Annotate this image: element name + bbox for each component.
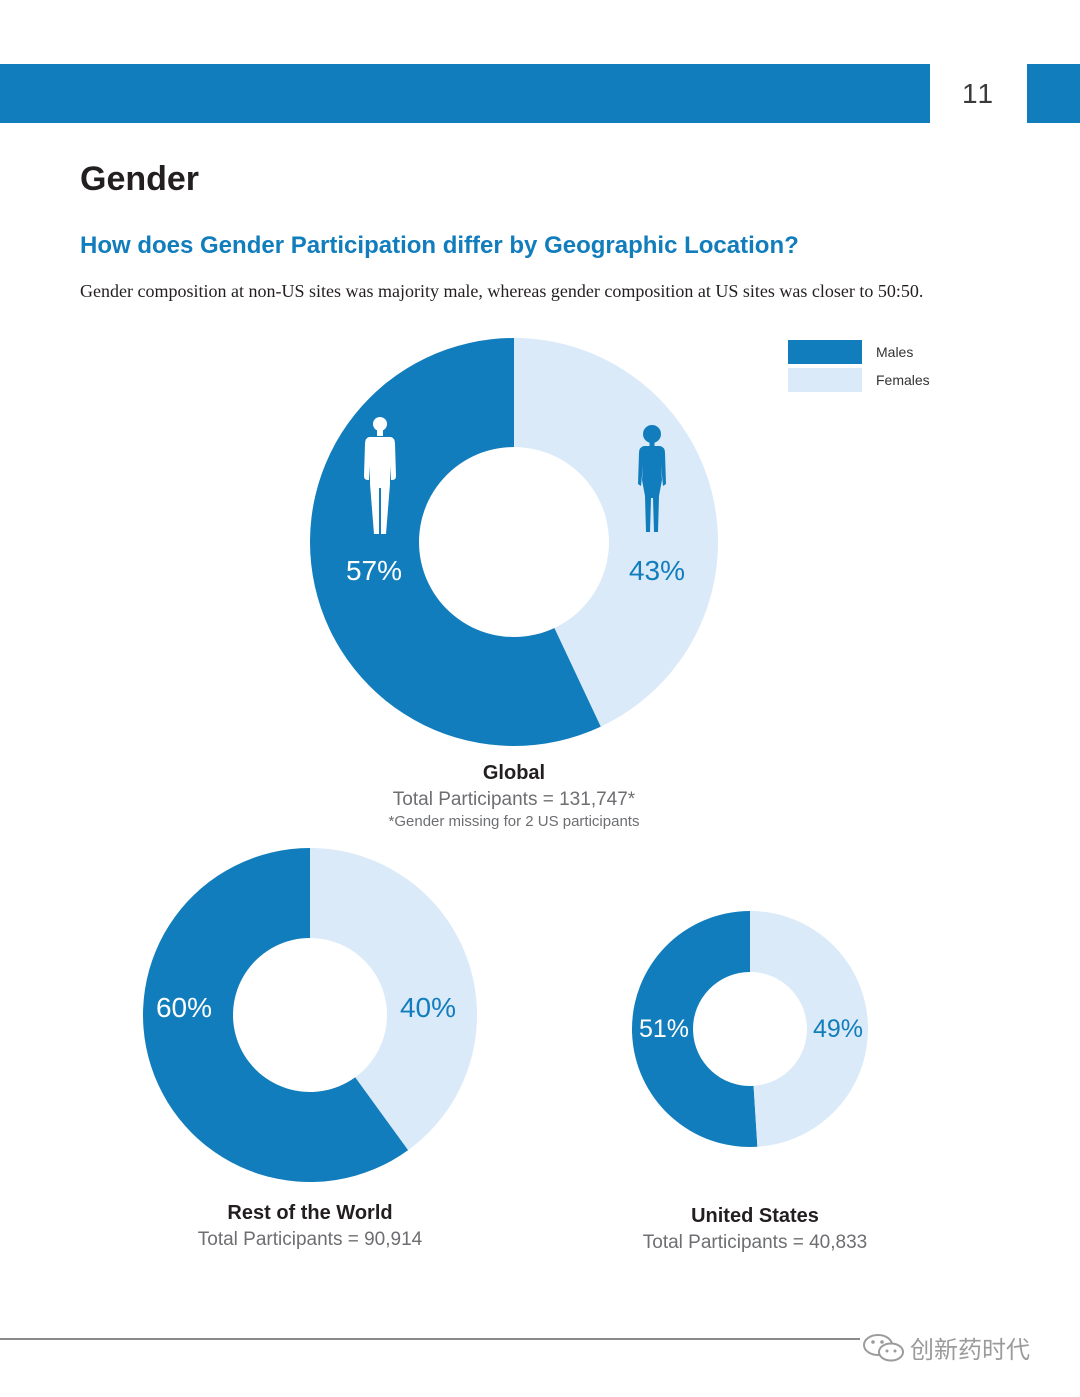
caption-title-united-states: United States — [691, 1205, 819, 1227]
caption-note-global: *Gender missing for 2 US participants — [388, 813, 640, 830]
slice-females-united-states — [750, 911, 868, 1147]
caption-total-united-states: Total Participants = 40,833 — [642, 1232, 868, 1253]
header-band-right — [1027, 64, 1080, 123]
section-title: Gender — [80, 160, 200, 198]
legend-item-females: Females — [788, 366, 930, 394]
male-figure-icon — [364, 417, 396, 534]
donut-chart-united-states: 51% 49% — [631, 911, 868, 1147]
donut-chart-rest-of-world: 60% 40% — [143, 848, 477, 1182]
header-band-left — [0, 64, 930, 123]
pct-label-males-rest-of-world: 60% — [156, 992, 212, 1023]
page-number: 11 — [961, 78, 996, 109]
legend-label-males: Males — [876, 344, 914, 360]
slice-females-rest-of-world — [310, 848, 477, 1151]
caption-rest-of-world: Rest of the World Total Participants = 9… — [110, 1202, 510, 1251]
caption-total-rest-of-world: Total Participants = 90,914 — [197, 1229, 423, 1250]
watermark: 创新药时代 — [862, 1330, 1030, 1365]
legend-label-females: Females — [876, 372, 930, 388]
watermark-text: 创新药时代 — [910, 1337, 1030, 1364]
female-figure-icon — [638, 425, 666, 532]
pct-label-males-global: 57% — [346, 555, 402, 586]
footer-rule — [0, 1338, 860, 1340]
slice-males-united-states — [631, 911, 758, 1147]
question-heading: How does Gender Participation differ by … — [80, 232, 799, 259]
caption-united-states: United States Total Participants = 40,83… — [555, 1205, 955, 1254]
legend-swatch-females — [788, 368, 862, 392]
pct-label-females-united-states: 49% — [813, 1015, 863, 1043]
pct-label-females-rest-of-world: 40% — [400, 992, 456, 1023]
chart-legend: Males Females — [788, 338, 930, 394]
legend-swatch-males — [788, 340, 862, 364]
wechat-icon — [863, 1333, 904, 1361]
slice-males-rest-of-world — [143, 848, 409, 1182]
legend-item-males: Males — [788, 338, 930, 366]
caption-global: Global Total Participants = 131,747* *Ge… — [310, 762, 718, 830]
description-text: Gender composition at non-US sites was m… — [80, 281, 924, 301]
pct-label-males-united-states: 51% — [639, 1015, 689, 1043]
slice-females-global — [514, 338, 718, 727]
caption-title-global: Global — [482, 762, 546, 784]
donut-chart-global: 57% 43% — [310, 338, 718, 746]
caption-title-rest-of-world: Rest of the World — [227, 1202, 393, 1224]
caption-total-global: Total Participants = 131,747* — [392, 789, 636, 810]
pct-label-females-global: 43% — [629, 555, 685, 586]
